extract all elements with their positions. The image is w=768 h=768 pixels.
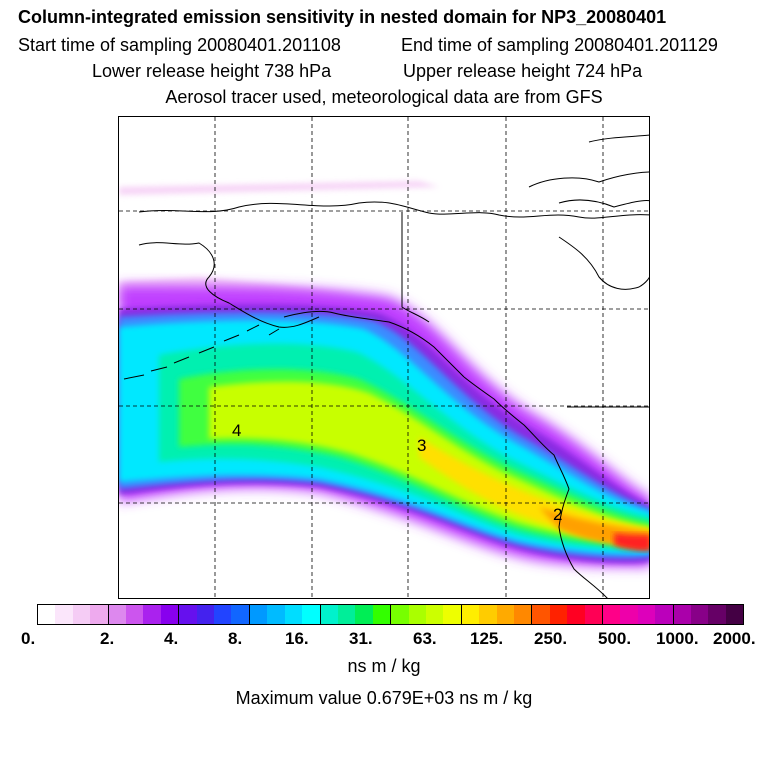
- colorbar-swatch: [567, 605, 585, 624]
- colorbar-swatch: [391, 605, 409, 624]
- colorbar-swatch: [549, 605, 568, 624]
- colorbar-swatch: [179, 605, 197, 624]
- colorbar-tick: 250.: [534, 629, 568, 648]
- colorbar-swatch: [708, 605, 726, 624]
- colorbar-swatch: [637, 605, 656, 624]
- colorbar-swatch: [496, 605, 514, 624]
- colorbar-swatch: [443, 605, 462, 624]
- colorbar-tick: 1000.: [656, 629, 699, 648]
- colorbar-swatch: [126, 605, 144, 624]
- colorbar-swatch: [408, 605, 426, 624]
- colorbar-swatch: [425, 605, 444, 624]
- colorbar-swatch: [355, 605, 373, 624]
- marker-label-3: 3: [417, 436, 427, 455]
- coastline-bc: [463, 376, 570, 490]
- colorbar-swatch: [108, 605, 127, 624]
- plume-core-red: [614, 533, 649, 552]
- colorbar-units: ns m / kg: [347, 656, 421, 676]
- colorbar-swatch: [673, 605, 692, 624]
- colorbar-swatch: [160, 605, 180, 624]
- colorbar-swatch: [513, 605, 533, 624]
- colorbar-swatch: [267, 605, 285, 624]
- end-time-label: End time of sampling 20080401.201129: [401, 35, 718, 55]
- top-fringe-plume: [119, 181, 439, 303]
- colorbar-tick: 16.: [285, 629, 309, 648]
- colorbar-swatch: [302, 605, 321, 624]
- plume-band-yellow: [419, 437, 649, 543]
- colorbar-tick: 31.: [349, 629, 373, 648]
- colorbar-swatch: [196, 605, 215, 624]
- coastlines: [123, 134, 649, 598]
- coastline-hudson: [558, 236, 649, 290]
- start-time-label: Start time of sampling 20080401.201108: [18, 35, 341, 55]
- colorbar-tick: 4.: [164, 629, 179, 648]
- colorbar-swatch: [337, 605, 356, 624]
- maximum-value-text: Maximum value 0.679E+03 ns m / kg: [235, 688, 533, 708]
- colorbar-swatch: [620, 605, 638, 624]
- colorbar-swatch: [603, 605, 621, 624]
- colorbar-swatch: [479, 605, 497, 624]
- coastline-arctic: [138, 201, 649, 219]
- colorbar-swatch: [372, 605, 392, 624]
- page-title: Column-integrated emission sensitivity i…: [18, 7, 667, 27]
- colorbar-swatch: [249, 605, 268, 624]
- colorbar-tick: 8.: [228, 629, 243, 648]
- upper-release-label: Upper release height 724 hPa: [403, 61, 643, 81]
- sensitivity-plume: [119, 285, 649, 567]
- colorbar-tick: 0.: [21, 629, 36, 648]
- colorbar-swatch: [38, 605, 56, 624]
- plume-fringe-top: [119, 181, 439, 195]
- colorbar-swatch: [231, 605, 250, 624]
- colorbar-swatch: [320, 605, 338, 624]
- coastline-islands-ne: [528, 134, 649, 208]
- map-canvas: [119, 117, 649, 598]
- colorbar-swatch: [725, 605, 744, 624]
- colorbar-swatch: [72, 605, 91, 624]
- colorbar-swatch: [461, 605, 480, 624]
- colorbar-tick: 500.: [598, 629, 632, 648]
- map-panel: 4 3 2: [118, 116, 650, 599]
- lat-lon-grid: [119, 117, 649, 598]
- colorbar-swatch: [214, 605, 232, 624]
- colorbar: [37, 604, 744, 625]
- border-alaska-canada: [401, 212, 430, 323]
- tracer-info: Aerosol tracer used, meteorological data…: [165, 87, 603, 107]
- marker-label-4: 4: [232, 421, 242, 440]
- colorbar-tick: 63.: [413, 629, 437, 648]
- colorbar-swatch: [532, 605, 550, 624]
- colorbar-tick: 2000.: [713, 629, 756, 648]
- colorbar-swatch: [584, 605, 603, 624]
- colorbar-swatch: [55, 605, 73, 624]
- colorbar-tick: 2.: [100, 629, 115, 648]
- colorbar-swatch: [143, 605, 161, 624]
- lower-release-label: Lower release height 738 hPa: [92, 61, 332, 81]
- coastline-gulf-alaska: [283, 310, 465, 378]
- colorbar-swatch: [284, 605, 303, 624]
- marker-label-2: 2: [553, 505, 563, 524]
- colorbar-swatch: [655, 605, 674, 624]
- colorbar-tick: 125.: [470, 629, 504, 648]
- colorbar-swatch: [90, 605, 109, 624]
- coastline-us-west: [558, 488, 608, 598]
- coastline-aleutians: [123, 324, 280, 380]
- coastline-alaska-west: [138, 242, 320, 328]
- colorbar-swatch: [691, 605, 709, 624]
